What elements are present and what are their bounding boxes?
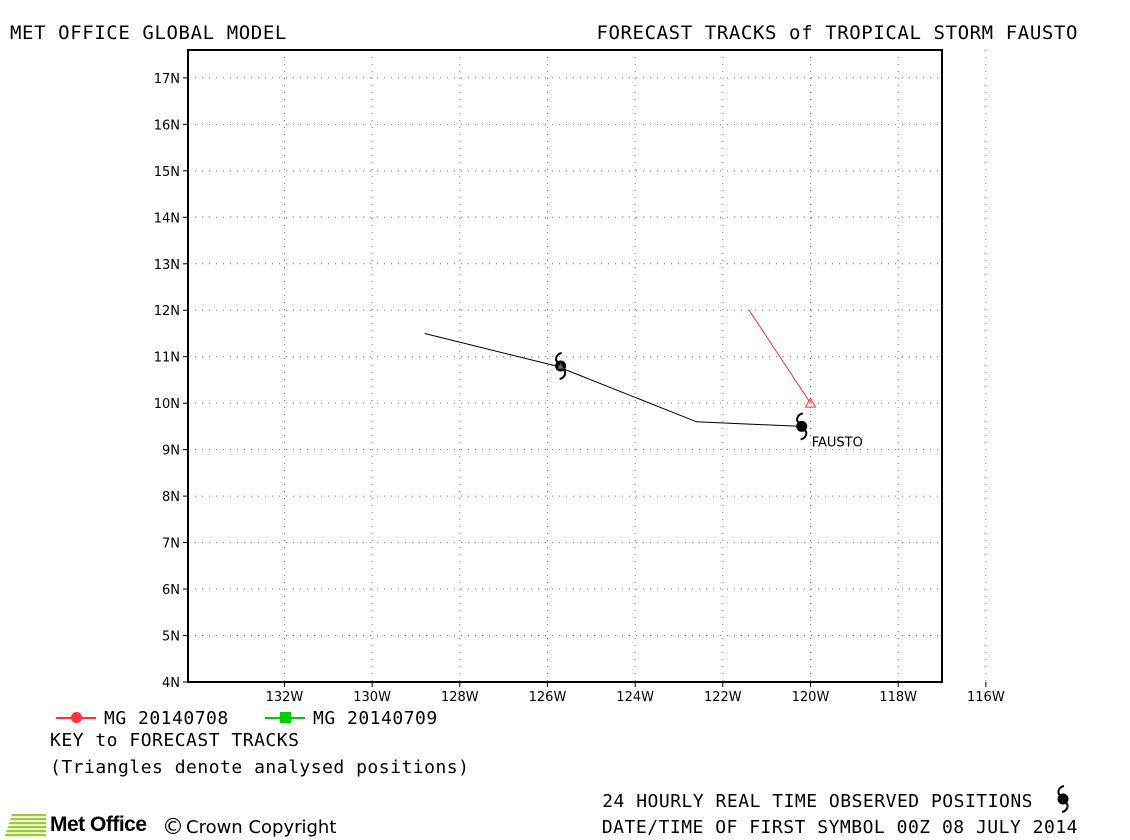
map-frame xyxy=(187,49,943,683)
lon-tick-label: 130W xyxy=(353,690,391,705)
lon-tick-label: 132W xyxy=(266,690,304,705)
lat-tick-label: 15N xyxy=(154,165,180,180)
lat-tick-label: 16N xyxy=(154,118,180,133)
lon-tick-label: 124W xyxy=(616,690,654,705)
first-symbol-datetime: DATE/TIME OF FIRST SYMBOL 00Z 08 JULY 20… xyxy=(601,817,1078,838)
lat-tick-label: 14N xyxy=(154,211,180,226)
logo-stripe xyxy=(10,814,46,817)
legend-line xyxy=(56,712,96,723)
lon-tick-label: 122W xyxy=(704,690,742,705)
analysed-position-triangle xyxy=(804,397,817,408)
lon-tick-label: 120W xyxy=(792,690,830,705)
lat-tick-label: 17N xyxy=(154,72,180,87)
cyclone-center xyxy=(1057,793,1069,805)
lat-tick-label: 7N xyxy=(162,537,180,552)
lat-tick-label: 5N xyxy=(162,630,180,645)
lat-tick-label: 6N xyxy=(162,583,180,598)
cyclone-center xyxy=(796,420,808,432)
chart-title: FORECAST TRACKS of TROPICAL STORM FAUSTO xyxy=(596,22,1078,44)
track-line xyxy=(748,309,811,404)
lat-tick-label: 12N xyxy=(154,304,180,319)
lat-tick-label: 13N xyxy=(154,258,180,273)
copyright-symbol: © xyxy=(162,815,184,840)
lon-tick-label: 128W xyxy=(441,690,479,705)
observed-positions-text: 24 HOURLY REAL TIME OBSERVED POSITIONS xyxy=(602,791,1033,812)
legend-entry-2: MG 20140709 xyxy=(265,707,438,729)
legend-line xyxy=(265,712,305,723)
legend-entry-1: MG 20140708 xyxy=(56,707,229,729)
forecast-tracks xyxy=(424,309,811,427)
logo-text: Met Office xyxy=(50,813,147,836)
analysed-position-triangle xyxy=(555,360,566,370)
legend-key-note: (Triangles denote analysed positions) xyxy=(50,757,470,778)
cyclone-icon xyxy=(1057,785,1069,813)
lon-tick-label: 118W xyxy=(879,690,917,705)
lat-tick-label: 4N xyxy=(162,676,180,691)
logo-stripe xyxy=(7,826,46,829)
legend-label: MG 20140709 xyxy=(313,707,438,729)
logo-stripe xyxy=(9,818,46,821)
lat-tick-label: 8N xyxy=(162,490,180,505)
square-marker-icon xyxy=(280,712,291,723)
lat-tick-label: 11N xyxy=(154,351,180,366)
model-title: MET OFFICE GLOBAL MODEL xyxy=(10,22,287,44)
lon-tick-label: 116W xyxy=(967,690,1005,705)
storm-label: FAUSTO xyxy=(812,435,863,450)
circle-marker-icon xyxy=(71,712,82,723)
lat-tick-label: 10N xyxy=(154,397,180,412)
axis-ticks: 4N 5N 6N 7N 8N 9N 10N 11N 12N 13N 14N 15N 16N 17N 132W… xyxy=(154,72,1005,705)
logo-stripe xyxy=(4,834,46,837)
copyright-text: Crown Copyright xyxy=(186,817,337,838)
observed-positions xyxy=(555,352,817,441)
lon-tick-label: 126W xyxy=(529,690,567,705)
legend-key-title: KEY to FORECAST TRACKS xyxy=(50,730,300,751)
legend-label: MG 20140708 xyxy=(104,707,229,729)
copyright: © Crown Copyright xyxy=(162,815,336,840)
grid-lines xyxy=(188,50,987,682)
met-office-logo: Met Office xyxy=(0,811,147,839)
logo-stripes-icon xyxy=(4,814,46,837)
logo-stripe xyxy=(5,830,46,833)
track-line xyxy=(424,333,802,427)
logo-stripe xyxy=(8,822,46,825)
lat-tick-label: 9N xyxy=(162,444,180,459)
